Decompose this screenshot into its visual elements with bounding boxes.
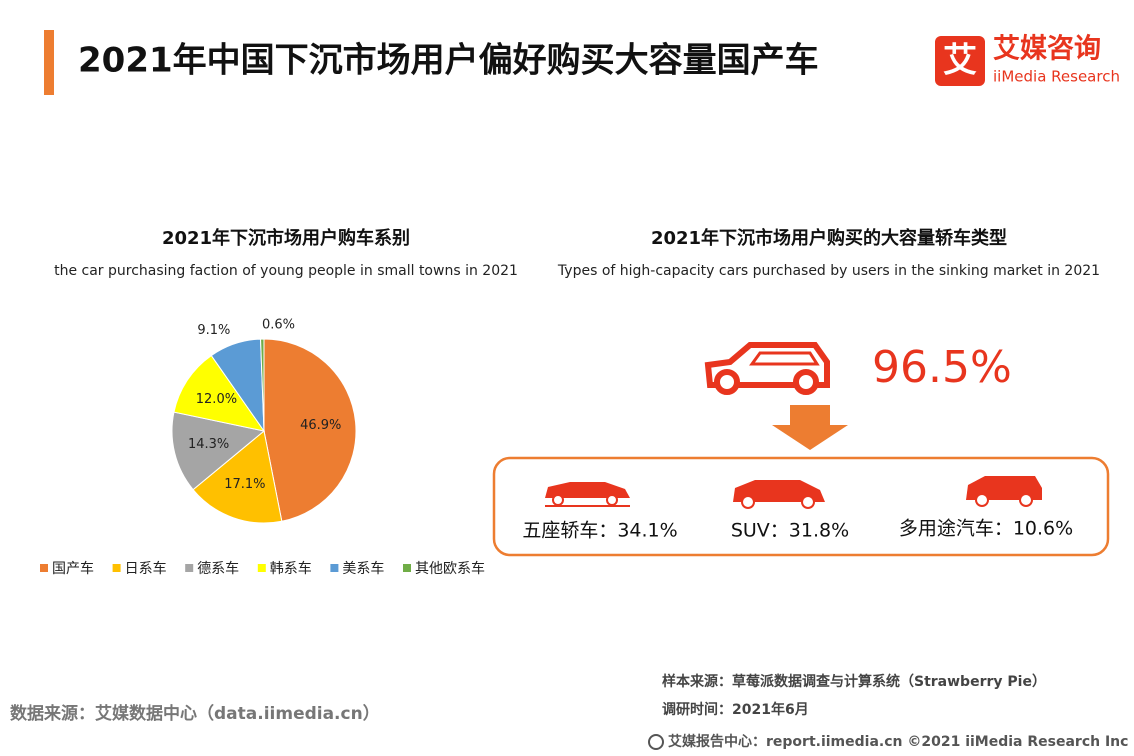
data-label: 9.1%: [197, 323, 230, 338]
type-label: 五座轿车：34.1%: [522, 520, 677, 542]
page-title: 2021年中国下沉市场用户偏好购买大容量国产车: [78, 41, 819, 81]
data-label: 17.1%: [224, 477, 265, 492]
pie-slice: [192, 430, 283, 524]
legend-swatch: [40, 564, 48, 572]
survey-time: 调研时间：2021年6月: [662, 701, 809, 718]
legend-swatch: [403, 564, 411, 572]
pie-slice: [171, 411, 266, 491]
legend-label: 德系车: [197, 560, 239, 577]
data-label: 14.3%: [188, 437, 229, 452]
data-label: 0.6%: [262, 318, 295, 333]
legend-label: 日系车: [125, 560, 167, 577]
pie-slice: [263, 338, 357, 522]
data-label: 12.0%: [196, 392, 237, 407]
legend-label: 韩系车: [270, 560, 312, 577]
chart-subtitle: the car purchasing faction of young peop…: [54, 263, 518, 279]
car-icons: [545, 476, 1042, 509]
pie-slice: [260, 338, 265, 432]
title-bar: [44, 30, 54, 95]
data-label: 46.9%: [300, 418, 341, 433]
legend-swatch: [330, 564, 339, 572]
source: 数据来源：艾媒数据中心（data.iimedia.cn）: [10, 703, 380, 724]
legend-label: 美系车: [342, 560, 384, 577]
legend-swatch: [185, 564, 194, 572]
panel-subtitle: Types of high-capacity cars purchased by…: [557, 263, 1100, 279]
type-label: 多用途汽车：10.6%: [899, 518, 1073, 540]
highlight-value: 96.5%: [872, 342, 1012, 393]
globe-icon: [648, 734, 664, 750]
chart-title: 2021年下沉市场用户购车系别: [162, 227, 410, 249]
logo-en: iiMedia Research: [993, 68, 1120, 86]
legend-label: 国产车: [52, 560, 94, 577]
logo-box: [935, 36, 985, 86]
type-label: SUV：31.8%: [731, 520, 849, 542]
legend-swatch: [112, 564, 121, 572]
legend-swatch: [257, 564, 266, 572]
report-center: 艾媒报告中心：report.iimedia.cn ©2021 iiMedia R…: [668, 733, 1128, 750]
sample: 样本来源：草莓派数据调查与计算系统（Strawberry Pie）: [662, 673, 1046, 690]
pie-slice: [173, 354, 266, 432]
panel-title: 2021年下沉市场用户购买的大容量轿车类型: [651, 227, 1007, 249]
logo-name: 艾媒咨询: [993, 33, 1101, 65]
down-arrow: [772, 405, 848, 450]
legend-label: 其他欧系车: [415, 560, 485, 577]
logo-mark: 艾: [943, 41, 977, 81]
car-icon: [704, 342, 830, 395]
types-box: [492, 456, 1110, 557]
